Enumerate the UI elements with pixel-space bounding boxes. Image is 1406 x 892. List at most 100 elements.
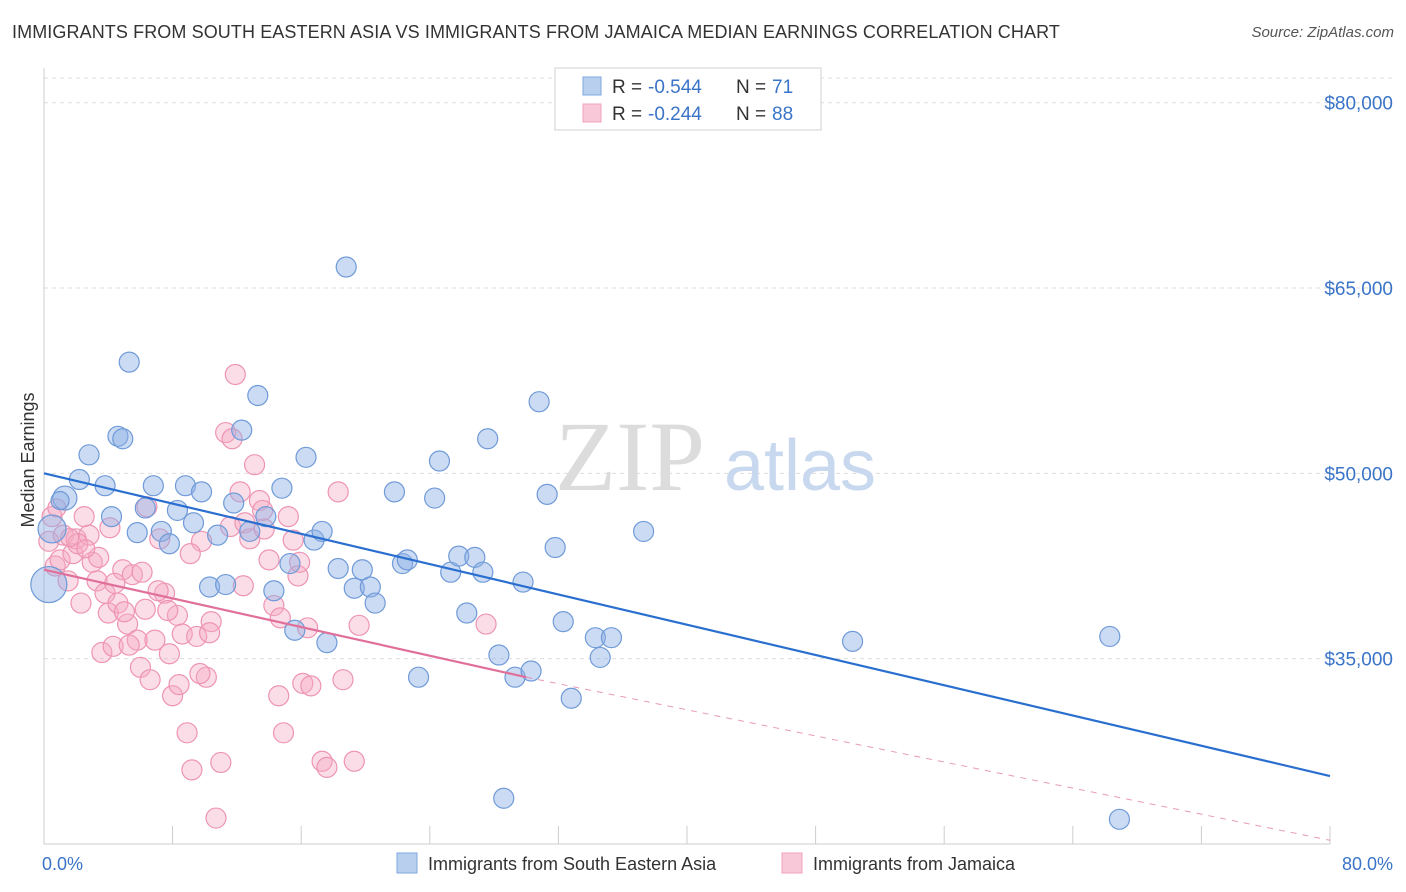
- point-jamaica: [205, 807, 227, 829]
- point-sea: [600, 627, 623, 649]
- point-jamaica: [232, 575, 254, 597]
- y-tick-label: $35,000: [1324, 650, 1393, 671]
- point-jamaica: [215, 421, 237, 444]
- y-tick-label: $50,000: [1324, 464, 1393, 485]
- point-sea: [126, 522, 148, 544]
- point-sea: [364, 592, 386, 614]
- point-sea: [134, 497, 156, 519]
- point-sea: [30, 565, 68, 604]
- point-sea: [584, 627, 606, 649]
- point-jamaica: [224, 363, 246, 386]
- point-sea: [182, 512, 205, 534]
- point-sea: [263, 580, 285, 602]
- point-sea: [142, 475, 164, 497]
- point-sea: [158, 533, 180, 555]
- point-jamaica: [189, 662, 211, 685]
- point-sea: [50, 490, 70, 511]
- point-sea: [351, 559, 373, 581]
- point-jamaica: [475, 613, 497, 635]
- point-sea: [37, 514, 67, 544]
- point-sea: [343, 577, 365, 599]
- point-jamaica: [139, 669, 161, 691]
- point-sea: [112, 428, 134, 450]
- bottom-legend-swatch-sea: [396, 852, 418, 874]
- point-jamaica: [70, 592, 92, 614]
- y-axis-label: Median Earnings: [18, 392, 38, 527]
- point-jamaica: [239, 528, 261, 550]
- watermark-zip: ZIP: [555, 401, 705, 512]
- point-jamaica: [229, 481, 251, 503]
- point-sea: [428, 450, 451, 472]
- point-jamaica: [343, 750, 365, 772]
- x-tick-label-min: 0.0%: [42, 854, 83, 874]
- bottom-legend: Immigrants from South Eastern Asia Immig…: [396, 852, 1016, 874]
- legend-r-label-sea: R =: [612, 77, 642, 98]
- point-sea: [589, 646, 611, 669]
- point-jamaica: [158, 643, 180, 665]
- point-sea: [223, 492, 245, 514]
- point-sea: [424, 487, 446, 509]
- y-tick-label: $65,000: [1324, 279, 1393, 300]
- legend-swatch-sea: [582, 76, 602, 96]
- point-sea: [150, 520, 172, 543]
- point-jamaica: [316, 756, 338, 779]
- point-jamaica: [113, 601, 135, 623]
- point-sea: [271, 477, 293, 499]
- bottom-legend-label-jamaica: Immigrants from Jamaica: [813, 854, 1016, 874]
- point-sea: [493, 787, 515, 809]
- series-jamaica-points: [38, 363, 497, 829]
- point-jamaica: [252, 499, 274, 522]
- point-jamaica: [176, 722, 198, 744]
- legend-n-value-sea: 71: [772, 77, 793, 98]
- point-jamaica: [282, 529, 304, 551]
- point-jamaica: [287, 565, 309, 587]
- point-sea: [207, 524, 229, 546]
- point-jamaica: [332, 669, 354, 691]
- point-sea: [477, 428, 499, 450]
- point-sea: [231, 419, 253, 441]
- point-jamaica: [292, 672, 314, 694]
- legend-r-label-jamaica: R =: [612, 104, 642, 125]
- point-jamaica: [272, 722, 295, 744]
- point-sea: [841, 630, 864, 652]
- point-jamaica: [134, 598, 156, 620]
- x-tick-label-max: 80.0%: [1342, 854, 1393, 874]
- point-sea: [536, 483, 558, 505]
- watermark: ZIP atlas: [555, 401, 876, 512]
- point-jamaica: [186, 625, 208, 648]
- point-sea: [512, 571, 534, 593]
- point-sea: [359, 576, 381, 598]
- point-jamaica: [210, 751, 232, 774]
- point-sea: [560, 687, 582, 709]
- point-jamaica: [327, 481, 349, 503]
- point-sea: [316, 632, 338, 654]
- point-jamaica: [149, 528, 171, 550]
- point-jamaica: [118, 634, 140, 656]
- point-jamaica: [41, 505, 63, 528]
- axes: [43, 68, 1331, 845]
- point-sea: [190, 481, 213, 503]
- point-sea: [118, 351, 140, 373]
- grid: [44, 77, 1393, 660]
- trend-line-jamaica-extension: [526, 676, 1331, 841]
- point-sea: [552, 611, 574, 633]
- point-jamaica: [243, 454, 266, 476]
- point-jamaica: [200, 611, 222, 633]
- point-sea: [520, 660, 542, 682]
- chart-title: IMMIGRANTS FROM SOUTH EASTERN ASIA VS IM…: [12, 22, 1060, 42]
- legend-swatch-jamaica: [582, 103, 602, 123]
- point-jamaica: [131, 561, 153, 583]
- point-jamaica: [91, 641, 113, 664]
- point-jamaica: [263, 594, 285, 617]
- point-sea: [1099, 625, 1121, 648]
- legend-n-label-sea: N =: [736, 77, 766, 98]
- point-jamaica: [162, 685, 184, 707]
- point-sea: [279, 552, 301, 575]
- point-sea: [383, 481, 406, 503]
- point-jamaica: [179, 543, 201, 565]
- legend: R = -0.544 N = 71 R = -0.244 N = 88: [554, 67, 822, 131]
- source-label: Source: ZipAtlas.com: [1251, 24, 1394, 41]
- point-sea: [247, 384, 269, 407]
- point-sea: [488, 644, 510, 666]
